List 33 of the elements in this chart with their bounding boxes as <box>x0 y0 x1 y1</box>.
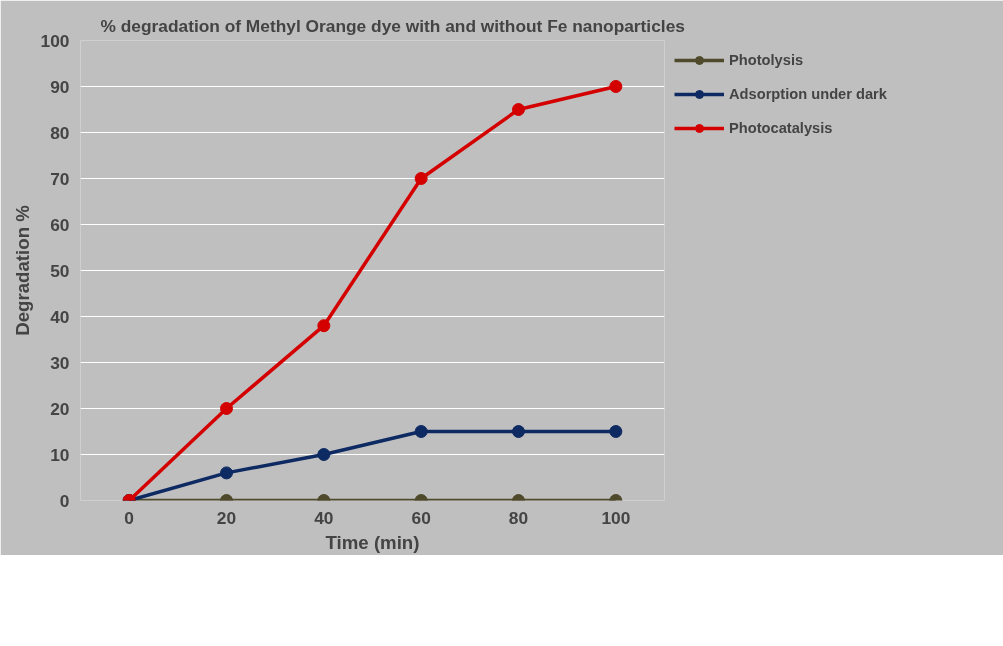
y-tick-label: 40 <box>50 306 70 327</box>
y-axis-title: Degradation % <box>11 204 33 336</box>
x-tick-label: 20 <box>216 507 237 528</box>
point <box>220 466 233 480</box>
y-tick-label: 80 <box>50 122 70 143</box>
point <box>609 80 623 93</box>
chart-title: % degradation of Methyl Orange dye with and without Fe nanoparticles <box>100 15 685 36</box>
x-tick-label: 100 <box>601 507 631 528</box>
y-tick-label: 100 <box>40 30 70 51</box>
y-tick-label: 90 <box>50 76 70 97</box>
point <box>317 319 331 333</box>
y-tick-label: 50 <box>50 260 70 281</box>
x-tick-label: 60 <box>411 507 431 528</box>
point <box>512 103 525 116</box>
point <box>317 448 331 461</box>
point <box>512 425 525 438</box>
legend-label: Photolysis <box>729 52 804 68</box>
point <box>414 425 428 438</box>
point <box>220 402 233 415</box>
x-tick-label: 80 <box>508 507 529 528</box>
y-tick-label: 30 <box>50 352 70 373</box>
x-axis-title: Time (min) <box>325 531 420 553</box>
x-tick-label: 40 <box>314 507 334 528</box>
y-tick-label: 10 <box>50 444 70 465</box>
legend-label: Photocatalysis <box>729 120 833 136</box>
point <box>414 172 428 185</box>
y-tick-label: 70 <box>50 168 70 189</box>
y-tick-label: 0 <box>59 490 70 511</box>
y-tick-label: 60 <box>50 214 70 235</box>
x-tick-label: 0 <box>124 507 134 528</box>
legend-label: Adsorption under dark <box>729 86 887 102</box>
y-tick-label: 20 <box>50 398 70 419</box>
point <box>609 425 623 438</box>
